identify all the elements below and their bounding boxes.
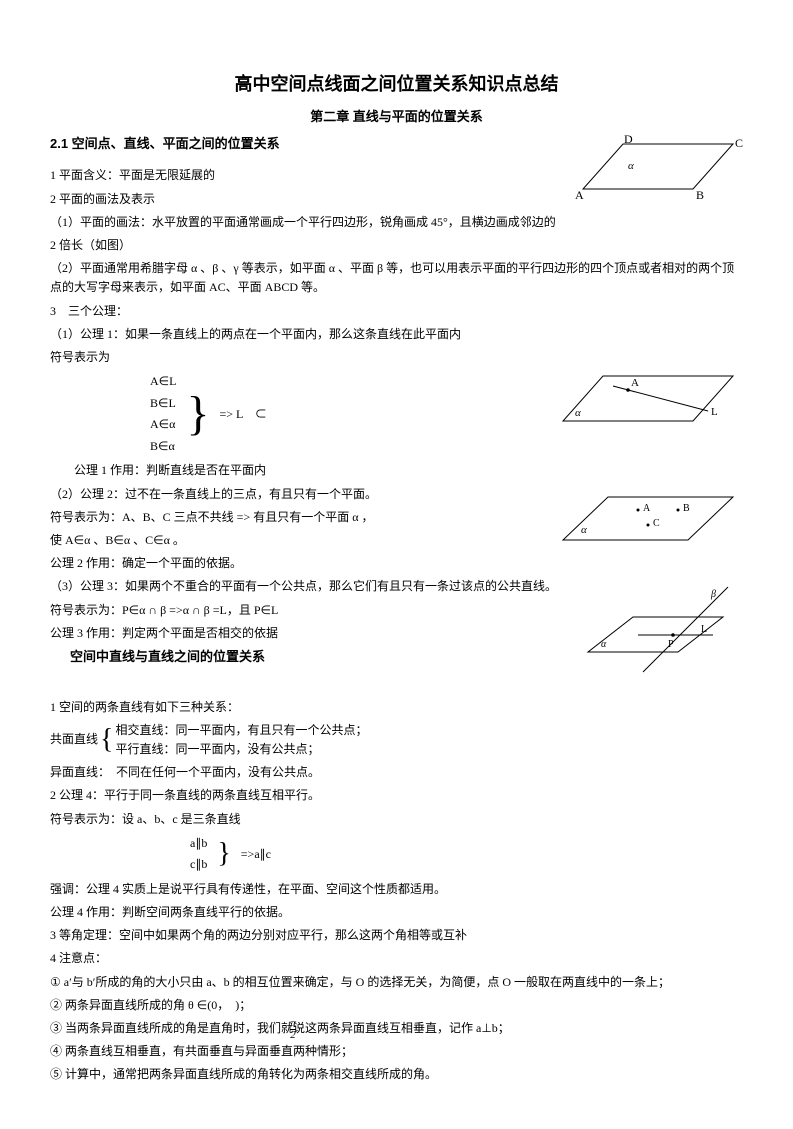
svg-text:D: D: [624, 134, 633, 146]
ax4-implication: =>a∥c: [241, 845, 271, 864]
ax1-line4: B∈α: [150, 436, 176, 458]
brace-icon: }: [217, 840, 230, 868]
figure-axiom2: A B C α: [553, 485, 743, 561]
ax4-line2: c∥b: [190, 854, 207, 876]
text-p20: 符号表示为：设 a、b、c 是三条直线: [50, 810, 743, 829]
svg-text:A: A: [643, 503, 651, 514]
svg-text:B: B: [683, 503, 690, 514]
coplanar-2: 平行直线：同一平面内，没有公共点；: [115, 740, 367, 759]
svg-text:C: C: [653, 518, 660, 529]
coplanar-1: 相交直线：同一平面内，有且只有一个公共点；: [115, 721, 367, 740]
svg-text:L: L: [701, 624, 707, 635]
ax1-implication: => L ⊂: [220, 405, 267, 424]
brace-icon: {: [100, 726, 113, 754]
svg-text:A: A: [575, 188, 584, 202]
text-p23: 3 等角定理：空间中如果两个角的两边分别对应平行，那么这两个角相等或互补: [50, 926, 743, 945]
ax1-line3: A∈α: [150, 414, 176, 436]
text-p7: （1）公理 1：如果一条直线上的两点在一个平面内，那么这条直线在此平面内: [50, 325, 743, 344]
ax1-line1: A∈L: [150, 371, 176, 393]
axiom4-formula: a∥b c∥b } =>a∥c: [190, 833, 743, 876]
note-5: ⑤ 计算中，通常把两条异面直线所成的角转化为两条相交直线所成的角。: [50, 1065, 743, 1084]
text-p21: 强调：公理 4 实质上是说平行具有传递性，在平面、空间这个性质都适用。: [50, 880, 743, 899]
note-1: ① a′与 b′所成的角的大小只由 a、b 的相互位置来确定，与 O 的选择无关…: [50, 973, 743, 992]
chapter-subtitle: 第二章 直线与平面的位置关系: [50, 107, 743, 128]
text-p6: 3 三个公理：: [50, 302, 743, 321]
svg-text:A: A: [631, 377, 639, 389]
note-4: ④ 两条直线互相垂直，有共面垂直与异面垂直两种情形；: [50, 1042, 743, 1061]
text-p9: 公理 1 作用：判断直线是否在平面内: [50, 461, 743, 480]
text-p19: 2 公理 4：平行于同一条直线的两条直线互相平行。: [50, 786, 743, 805]
svg-text:L: L: [711, 406, 718, 418]
text-p18: 异面直线： 不同在任何一个平面内，没有公共点。: [50, 763, 743, 782]
text-p4: 2 倍长（如图）: [50, 236, 743, 255]
text-p17: 1 空间的两条直线有如下三种关系：: [50, 698, 743, 717]
note-3: ③ 当两条异面直线所成的角是直角时，我们就说这两条异面直线互相垂直，记作 a⊥b…: [50, 1019, 743, 1038]
axiom1-formula: A∈L B∈L A∈α B∈α } => L ⊂: [150, 371, 543, 457]
svg-text:P: P: [668, 639, 674, 650]
ax1-line2: B∈L: [150, 393, 176, 415]
svg-text:B: B: [696, 188, 704, 202]
note-2: ② 两条异面直线所成的角 θ ∈(0， )；: [50, 996, 743, 1015]
coplanar-block: 共面直线 { 相交直线：同一平面内，有且只有一个公共点； 平行直线：同一平面内，…: [50, 721, 743, 759]
pi-over-2: π 2: [290, 1017, 296, 1041]
text-p3: （1）平面的画法：水平放置的平面通常画成一个平行四边形，锐角画成 45°，且横边…: [50, 213, 743, 232]
svg-text:β: β: [710, 589, 716, 600]
figure-axiom1: A L α: [553, 361, 743, 447]
page-title: 高中空间点线面之间位置关系知识点总结: [50, 70, 743, 99]
text-p24: 4 注意点：: [50, 949, 743, 968]
svg-text:α: α: [581, 524, 587, 536]
svg-text:α: α: [601, 639, 607, 650]
coplanar-label: 共面直线: [50, 730, 98, 749]
brace-icon: }: [186, 390, 209, 438]
text-p22: 公理 4 作用：判断空间两条直线平行的依据。: [50, 903, 743, 922]
text-p5: （2）平面通常用希腊字母 α 、β 、γ 等表示，如平面 α 、平面 β 等，也…: [50, 259, 743, 297]
svg-text:C: C: [735, 136, 743, 150]
figure-axiom3: P L α β: [583, 577, 743, 693]
figure-parallelogram: D C A B α: [573, 134, 743, 210]
svg-text:α: α: [575, 407, 581, 419]
svg-text:α: α: [628, 160, 634, 172]
ax4-line1: a∥b: [190, 833, 207, 855]
